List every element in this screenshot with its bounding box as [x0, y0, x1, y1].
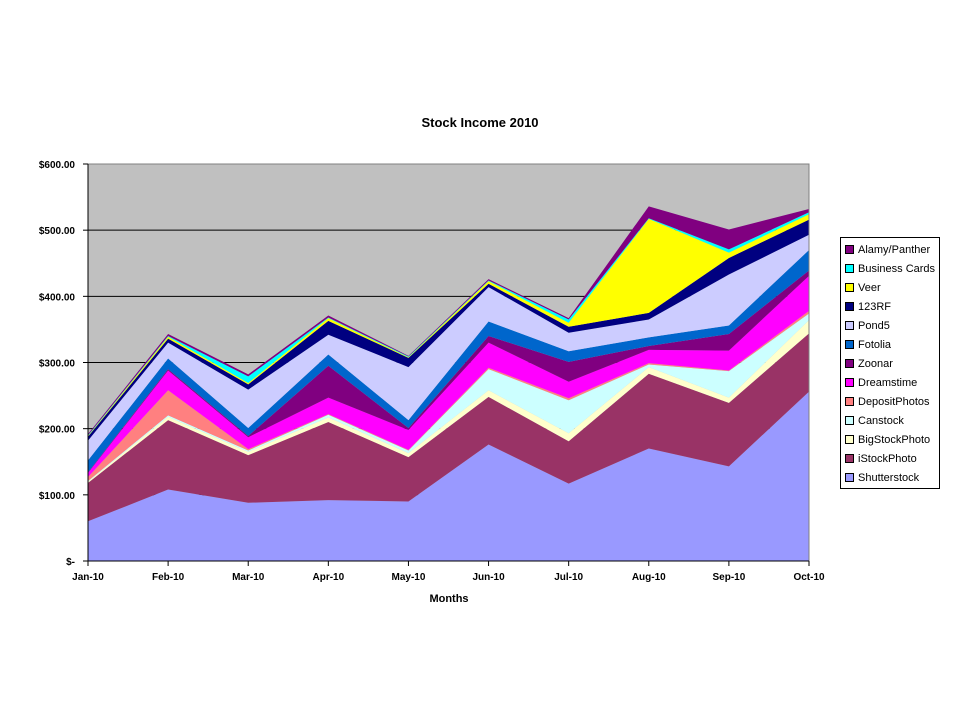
legend-swatch — [845, 283, 854, 292]
legend-swatch — [845, 302, 854, 311]
x-tick-label: May-10 — [391, 572, 425, 583]
y-tick-label: $400.00 — [39, 292, 76, 303]
x-tick-label: Feb-10 — [152, 572, 185, 583]
legend-item-alamy-panther: Alamy/Panther — [845, 240, 930, 259]
legend-item-depositphotos: DepositPhotos — [845, 392, 930, 411]
legend-label: Shutterstock — [858, 471, 920, 484]
legend-item-123rf: 123RF — [845, 297, 891, 316]
legend-swatch — [845, 416, 854, 425]
legend-item-veer: Veer — [845, 278, 881, 297]
x-tick-label: Jul-10 — [554, 572, 583, 583]
x-tick-label: Mar-10 — [232, 572, 265, 583]
legend-label: Alamy/Panther — [858, 243, 931, 256]
area-shutterstock — [88, 391, 809, 561]
x-axis-title: Months — [429, 593, 468, 605]
legend-label: BigStockPhoto — [858, 433, 931, 446]
legend-swatch — [845, 245, 854, 254]
legend-item-dreamstime: Dreamstime — [845, 373, 917, 392]
legend-label: Zoonar — [858, 357, 893, 370]
area-veer — [88, 214, 809, 437]
legend-label: Business Cards — [858, 262, 936, 275]
legend-label: DepositPhotos — [858, 395, 930, 408]
x-tick-label: Oct-10 — [793, 572, 825, 583]
legend-item-zoonar: Zoonar — [845, 354, 893, 373]
legend-item-shutterstock: Shutterstock — [845, 468, 919, 487]
y-tick-label: $500.00 — [39, 226, 76, 237]
legend-item-pond5: Pond5 — [845, 316, 890, 335]
y-tick-label: $200.00 — [39, 425, 76, 436]
legend-label: Veer — [858, 281, 881, 294]
x-tick-label: Aug-10 — [632, 572, 666, 583]
legend-swatch — [845, 359, 854, 368]
legend-label: Pond5 — [858, 319, 890, 332]
legend-swatch — [845, 473, 854, 482]
y-tick-label: $600.00 — [39, 160, 76, 171]
legend-label: Dreamstime — [858, 376, 918, 389]
y-tick-label: $100.00 — [39, 491, 76, 502]
legend-item-istockphoto: iStockPhoto — [845, 449, 917, 468]
plot-area — [87, 163, 810, 562]
area-zoonar — [88, 270, 809, 473]
y-tick-label: $300.00 — [39, 359, 76, 370]
legend-swatch — [845, 321, 854, 330]
area-istockphoto — [88, 333, 809, 522]
legend-item-business-cards: Business Cards — [845, 259, 935, 278]
chart-title: Stock Income 2010 — [421, 115, 538, 130]
x-tick-label: Jun-10 — [472, 572, 505, 583]
area-fotolia — [88, 250, 809, 473]
legend-swatch — [845, 397, 854, 406]
legend-item-bigstockphoto: BigStockPhoto — [845, 430, 930, 449]
legend-item-canstock: Canstock — [845, 411, 904, 430]
legend-swatch — [845, 264, 854, 273]
legend-label: Fotolia — [858, 338, 892, 351]
area-pond5 — [88, 234, 809, 461]
legend-item-fotolia: Fotolia — [845, 335, 891, 354]
legend: Alamy/Panther Business Cards Veer 123RF Pond… — [840, 237, 940, 489]
legend-label: 123RF — [858, 300, 892, 313]
legend-swatch — [845, 378, 854, 387]
legend-label: iStockPhoto — [858, 452, 917, 465]
legend-swatch — [845, 454, 854, 463]
legend-swatch — [845, 435, 854, 444]
area-alamy-panther — [88, 206, 809, 436]
y-tick-label: $- — [66, 557, 75, 568]
legend-swatch — [845, 340, 854, 349]
x-tick-label: Apr-10 — [312, 572, 344, 583]
legend-label: Canstock — [858, 414, 904, 427]
axes: $- $100.00 $200.00 $300.00 $400.00 $500.00 $60… — [39, 160, 825, 583]
x-tick-label: Jan-10 — [72, 572, 104, 583]
x-tick-label: Sep-10 — [712, 572, 745, 583]
